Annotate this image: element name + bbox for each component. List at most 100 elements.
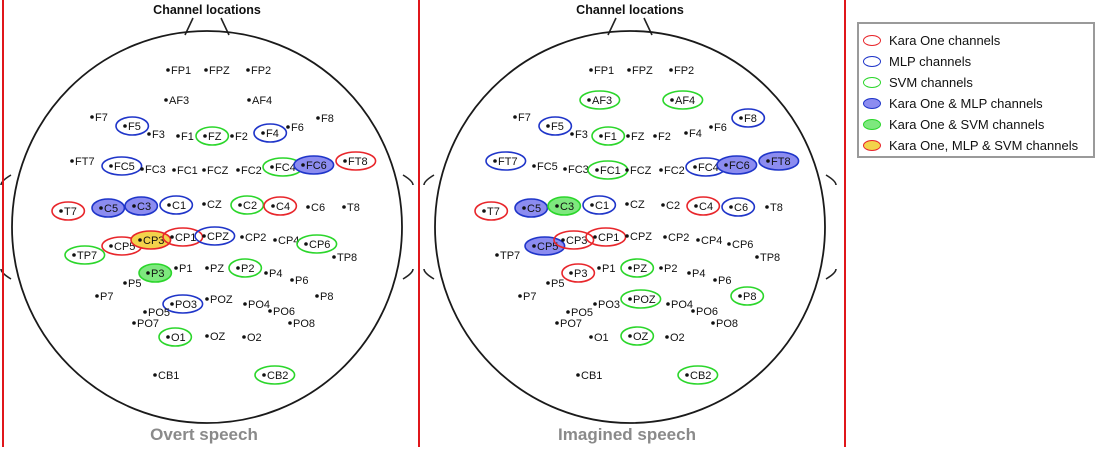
electrode-dot — [153, 373, 157, 377]
electrode-dot — [593, 235, 597, 239]
panel-caption: Imagined speech — [558, 425, 696, 444]
electrode-highlight — [677, 365, 719, 385]
electrode-dot — [628, 334, 632, 338]
electrode-dot — [625, 202, 629, 206]
electrode-highlight — [716, 155, 758, 175]
electrode-label: F1 — [604, 131, 617, 143]
electrode-dot — [343, 159, 347, 163]
electrode-f6: F6 — [709, 122, 727, 134]
electrode-label: FP2 — [251, 65, 271, 77]
electrode-label: OZ — [633, 331, 649, 343]
electrode-label: P1 — [602, 263, 615, 275]
legend-item-all-three: Kara One, MLP & SVM channels — [863, 135, 1078, 155]
electrode-p2: P2 — [659, 263, 677, 275]
electrode-fz: FZ — [195, 126, 230, 146]
electrode-t8: T8 — [342, 202, 360, 214]
electrode-c1: C1 — [582, 195, 617, 215]
electrode-highlight — [591, 126, 626, 146]
legend-label: MLP channels — [889, 53, 972, 69]
electrode-dot — [587, 98, 591, 102]
electrode-label: FT7 — [498, 156, 518, 168]
electrode-fp2: FP2 — [669, 65, 694, 77]
electrode-label: C2 — [666, 200, 680, 212]
electrode-cp4: CP4 — [696, 235, 722, 247]
electrode-dot — [306, 205, 310, 209]
electrode-label: FC4 — [698, 162, 719, 174]
electrode-dot — [205, 334, 209, 338]
electrode-dot — [666, 302, 670, 306]
electrode-label: PO5 — [571, 307, 593, 319]
electrode-label: C6 — [311, 202, 325, 214]
electrode-po4: PO4 — [666, 299, 693, 311]
electrode-p8: P8 — [315, 291, 333, 303]
electrode-af4: AF4 — [662, 90, 704, 110]
imagined-head-map: Channel locations Imagined speech FP1 FPZ FP… — [423, 3, 837, 444]
electrode-label: FC2 — [241, 165, 262, 177]
electrode-dot — [204, 68, 208, 72]
electrode-f5: F5 — [115, 116, 150, 136]
electrode-c2: C2 — [661, 200, 680, 212]
electrode-dot — [595, 168, 599, 172]
electrode-label: P4 — [269, 268, 282, 280]
electrode-label: FC1 — [600, 165, 621, 177]
electrode-fpz: FPZ — [627, 65, 653, 77]
electrode-poz: POZ — [205, 294, 233, 306]
electrode-highlight — [662, 90, 704, 110]
electrode-dot — [202, 234, 206, 238]
electrode-dot — [268, 309, 272, 313]
legend-swatch — [863, 76, 881, 88]
electrode-cb2: CB2 — [677, 365, 719, 385]
electrode-f6: F6 — [286, 122, 304, 134]
electrode-dot — [687, 271, 691, 275]
electrode-highlight — [263, 196, 298, 216]
electrode-label: PO4 — [248, 299, 270, 311]
electrode-p7: P7 — [95, 291, 113, 303]
electrode-cz: CZ — [202, 199, 222, 211]
electrode-cp4: CP4 — [273, 235, 299, 247]
electrode-label: FP1 — [171, 65, 191, 77]
electrode-dot — [332, 255, 336, 259]
electrode-po8: PO8 — [288, 318, 315, 330]
electrode-label: CP2 — [245, 232, 266, 244]
electrode-cpz: CPZ — [194, 226, 236, 246]
electrode-label: P7 — [100, 291, 113, 303]
electrode-label: P2 — [664, 263, 677, 275]
electrode-highlight — [561, 263, 596, 283]
electrode-highlight — [514, 198, 549, 218]
electrode-dot — [166, 335, 170, 339]
electrode-fz: FZ — [626, 131, 645, 143]
electrode-label: P5 — [551, 278, 564, 290]
electrode-dot — [625, 234, 629, 238]
electrode-f8: F8 — [316, 113, 334, 125]
electrode-highlight — [686, 196, 721, 216]
legend-item-svm: SVM channels — [863, 72, 973, 92]
electrode-dot — [691, 309, 695, 313]
electrode-p1: P1 — [174, 263, 192, 275]
electrode-po5: PO5 — [566, 307, 593, 319]
electrode-dot — [563, 167, 567, 171]
legend-label: SVM channels — [889, 74, 973, 90]
electrode-fc1: FC1 — [587, 160, 629, 180]
electrode-label: F8 — [321, 113, 334, 125]
electrode-f1: F1 — [176, 131, 194, 143]
electrode-c1: C1 — [159, 195, 194, 215]
electrode-dot — [724, 163, 728, 167]
imagined-speech-panel: Channel locations Imagined speech FP1 FPZ FP… — [420, 0, 846, 447]
electrode-label: P3 — [574, 268, 587, 280]
electrode-dot — [685, 373, 689, 377]
electrode-dot — [138, 238, 142, 242]
electrode-dot — [765, 205, 769, 209]
electrode-label: F1 — [181, 131, 194, 143]
electrode-label: FT7 — [75, 156, 95, 168]
electrode-c2: C2 — [230, 195, 265, 215]
electrode-cp2: CP2 — [663, 232, 689, 244]
electrode-dot — [727, 242, 731, 246]
electrode-dot — [669, 68, 673, 72]
electrode-label: TP8 — [760, 252, 780, 264]
electrode-label: TP7 — [77, 250, 97, 262]
electrode-label: CZ — [630, 199, 645, 211]
electrode-dot — [495, 253, 499, 257]
electrode-o2: O2 — [242, 332, 262, 344]
electrode-dot — [176, 134, 180, 138]
electrode-dot — [205, 266, 209, 270]
